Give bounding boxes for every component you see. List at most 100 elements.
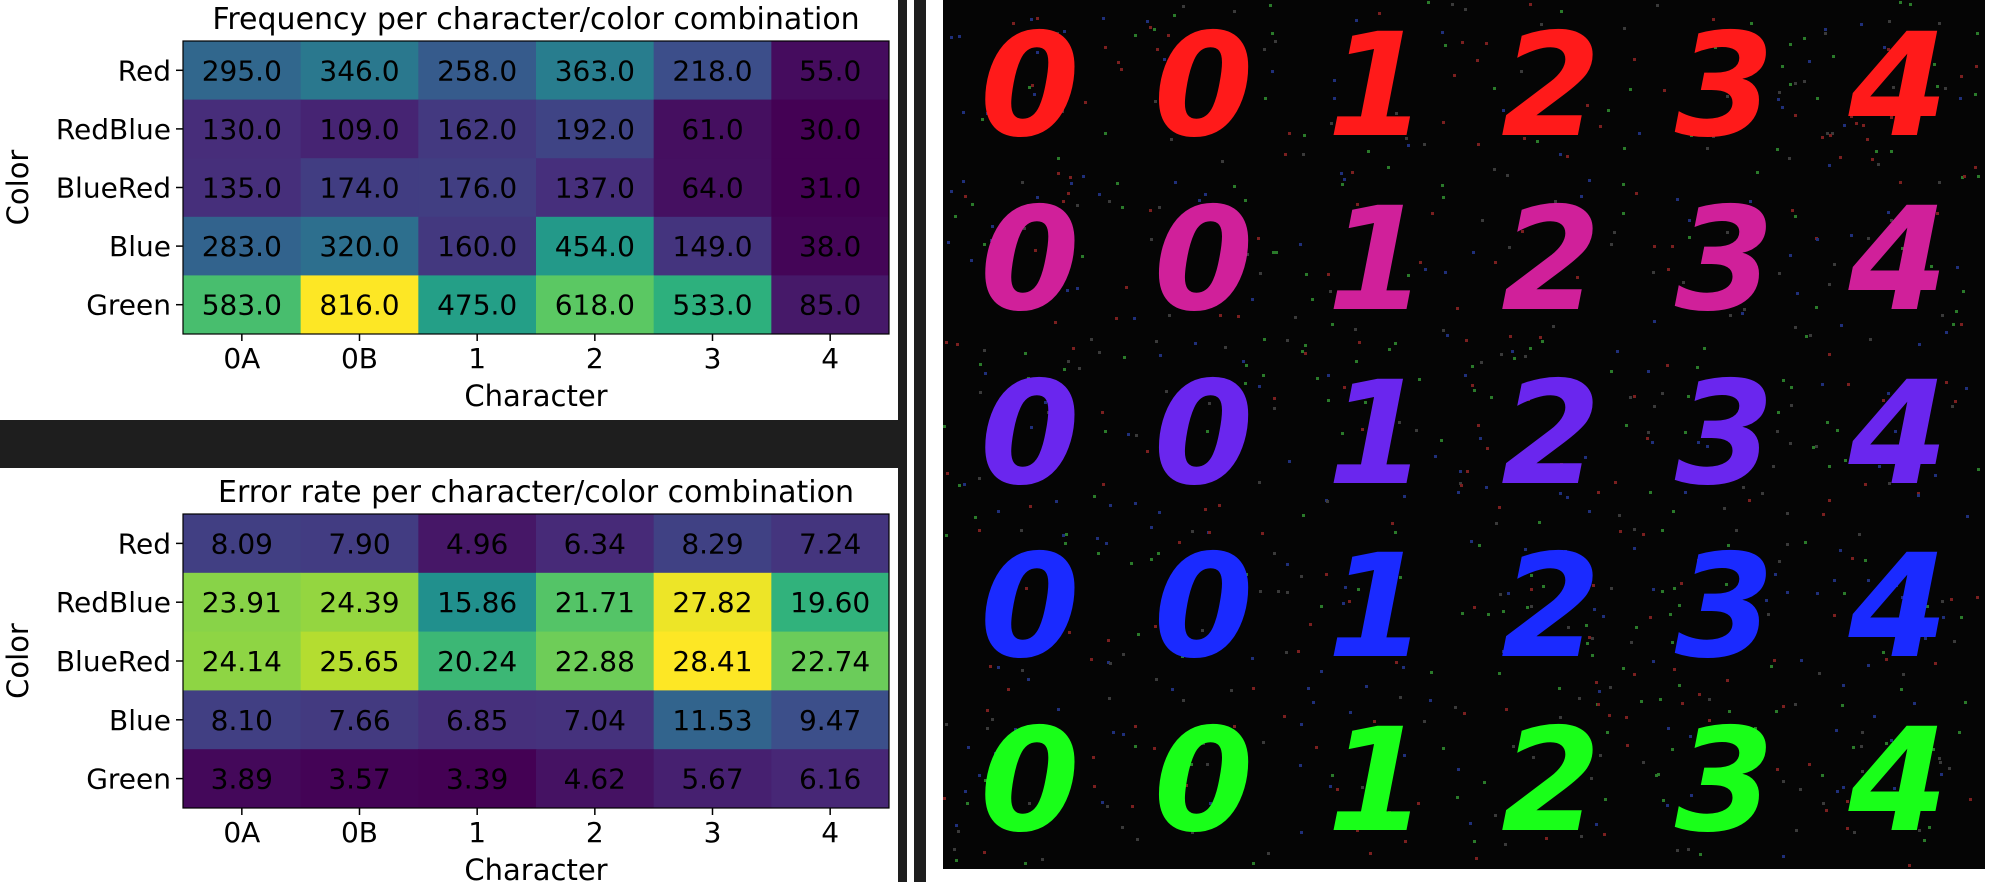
digit-glyph: 4 xyxy=(1848,697,1948,865)
noise-dot xyxy=(1387,255,1391,259)
noise-dot xyxy=(1663,88,1667,92)
noise-dot xyxy=(1724,582,1728,586)
noise-dot xyxy=(1057,795,1061,798)
noise-dot xyxy=(1404,136,1408,140)
noise-dot xyxy=(1497,671,1501,675)
noise-dot xyxy=(1686,848,1690,852)
noise-dot xyxy=(1966,515,1969,519)
noise-dot xyxy=(1310,298,1314,302)
noise-dot xyxy=(1256,236,1260,240)
noise-dot xyxy=(1257,480,1261,484)
noise-dot xyxy=(1924,732,1928,736)
noise-dot xyxy=(1871,157,1875,161)
noise-dot xyxy=(1634,626,1638,630)
noise-dot xyxy=(1535,139,1539,143)
noise-dot xyxy=(1898,180,1902,184)
noise-dot xyxy=(1441,121,1445,125)
cell-value-label: 9.47 xyxy=(799,704,861,737)
noise-dot xyxy=(1270,70,1274,74)
heatmap-cell xyxy=(418,572,537,633)
noise-dot xyxy=(1154,99,1157,103)
noise-dot xyxy=(1688,734,1692,738)
noise-dot xyxy=(1748,199,1752,203)
heatmap-cell xyxy=(183,572,302,633)
heatmap-cell xyxy=(653,216,772,276)
noise-dot xyxy=(1887,481,1891,485)
noise-dot xyxy=(1311,701,1315,705)
noise-dot xyxy=(1902,672,1906,676)
noise-dot xyxy=(1300,574,1304,578)
noise-dot xyxy=(1776,767,1780,771)
cell-value-label: 3.89 xyxy=(211,763,273,796)
noise-dot xyxy=(1050,625,1053,629)
noise-dot xyxy=(1623,27,1627,31)
noise-dot xyxy=(1498,592,1502,596)
noise-dot xyxy=(1776,148,1780,152)
noise-dot xyxy=(1499,353,1503,357)
noise-dot xyxy=(1709,826,1713,830)
noise-dot xyxy=(1655,774,1659,778)
noise-dot xyxy=(1075,204,1079,207)
noise-dot xyxy=(1558,119,1562,123)
y-tick-label: Green xyxy=(86,289,171,322)
noise-dot xyxy=(1737,254,1741,258)
noise-dot xyxy=(1263,337,1267,341)
noise-dot xyxy=(1168,313,1172,317)
heatmap-cell xyxy=(418,631,537,691)
noise-dot xyxy=(1765,599,1769,603)
noise-dot xyxy=(1597,490,1600,494)
y-tick-label: Blue xyxy=(109,230,171,263)
noise-dot xyxy=(1683,491,1687,495)
noise-dot xyxy=(1250,657,1254,661)
x-tick-label: 4 xyxy=(821,816,839,849)
noise-dot xyxy=(1391,522,1395,526)
cell-value-label: 346.0 xyxy=(319,54,399,87)
noise-dot xyxy=(1243,199,1247,203)
noise-dot xyxy=(1025,586,1029,590)
heatmap-cell xyxy=(300,158,419,218)
noise-dot xyxy=(1341,432,1345,436)
noise-dot xyxy=(1027,678,1031,681)
noise-dot xyxy=(1529,574,1533,577)
noise-dot xyxy=(1937,756,1941,760)
noise-dot xyxy=(1439,439,1443,443)
noise-dot xyxy=(1101,800,1105,804)
noise-dot xyxy=(979,363,983,367)
noise-dot xyxy=(1800,659,1804,663)
noise-dot xyxy=(1963,701,1967,705)
noise-dot xyxy=(1790,386,1794,390)
noise-dot xyxy=(1029,426,1033,429)
noise-dot xyxy=(1893,787,1897,791)
noise-dot xyxy=(1363,400,1367,404)
noise-dot xyxy=(1158,511,1162,514)
noise-dot xyxy=(1288,459,1292,463)
noise-dot xyxy=(1373,719,1376,723)
noise-dot xyxy=(1823,27,1827,31)
noise-dot xyxy=(1610,242,1613,246)
noise-dot xyxy=(1858,630,1862,634)
noise-dot xyxy=(1301,349,1305,353)
noise-dot xyxy=(1917,270,1921,274)
noise-dot xyxy=(1697,559,1701,563)
noise-dot xyxy=(1126,432,1130,436)
noise-dot xyxy=(1898,1,1902,5)
noise-dot xyxy=(1434,454,1438,458)
noise-dot xyxy=(990,225,994,229)
y-tick-label: Green xyxy=(86,763,171,796)
noise-dot xyxy=(1591,653,1595,657)
noise-dot xyxy=(1918,343,1922,347)
noise-dot xyxy=(1157,206,1161,209)
noise-dot xyxy=(1953,400,1957,403)
noise-dot xyxy=(958,484,961,488)
cell-value-label: 283.0 xyxy=(202,230,282,263)
noise-dot xyxy=(1402,494,1406,498)
cell-value-label: 6.16 xyxy=(799,763,861,796)
noise-dot xyxy=(1726,230,1730,234)
noise-dot xyxy=(1594,681,1598,685)
noise-dot xyxy=(1157,551,1161,555)
y-tick-label: BlueRed xyxy=(56,172,171,205)
noise-dot xyxy=(1661,391,1665,395)
noise-dot xyxy=(1116,61,1120,65)
noise-dot xyxy=(1181,4,1185,8)
noise-dot xyxy=(1836,428,1840,432)
